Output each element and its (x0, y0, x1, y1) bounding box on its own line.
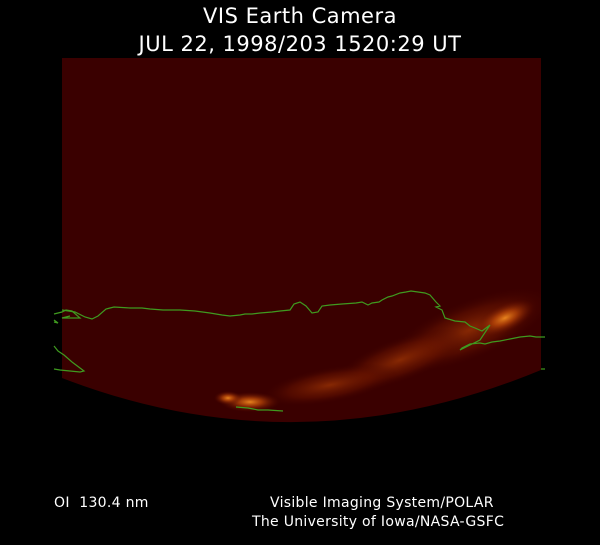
observation-timestamp: JUL 22, 1998/203 1520:29 UT (138, 32, 462, 56)
instrument-label: Visible Imaging System/POLAR (270, 495, 494, 511)
earth-disk (62, 58, 541, 423)
aurora-oval (214, 286, 541, 412)
institution-label: The University of Iowa/NASA-GSFC (252, 514, 505, 530)
wavelength-label: OI 130.4 nm (54, 495, 149, 511)
coastline-overlay (53, 290, 545, 412)
page-title: VIS Earth Camera (203, 4, 397, 28)
